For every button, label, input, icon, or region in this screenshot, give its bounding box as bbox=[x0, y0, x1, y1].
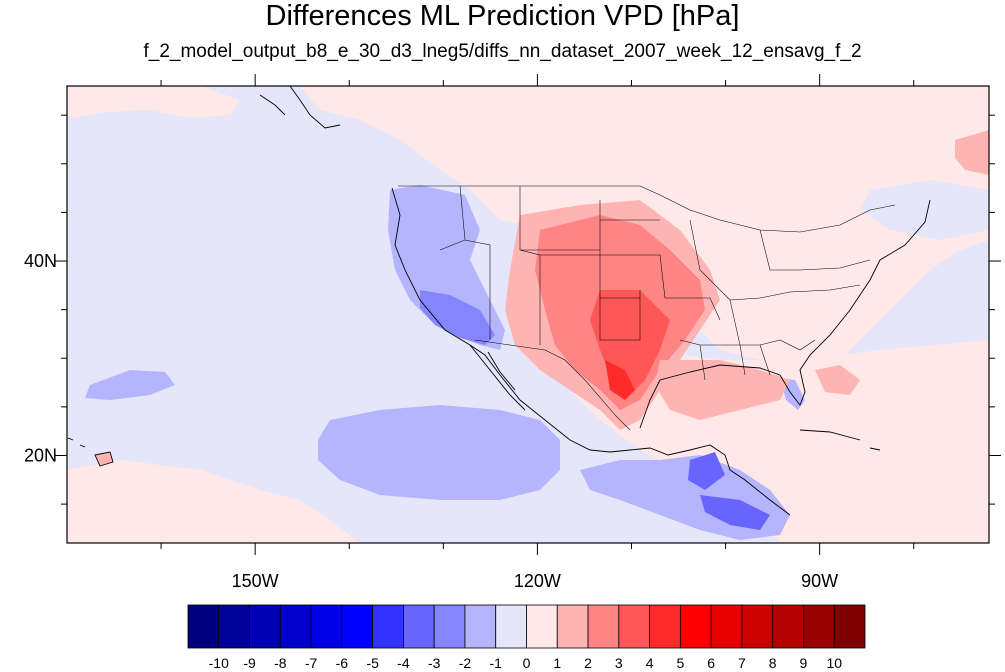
lat-tick-label: 20N bbox=[24, 445, 57, 465]
colorbar-label: -10 bbox=[209, 655, 229, 671]
colorbar-swatch bbox=[710, 604, 743, 649]
colorbar-swatch bbox=[741, 604, 774, 649]
colorbar-label: -2 bbox=[459, 655, 472, 671]
colorbar-label: 4 bbox=[646, 655, 654, 671]
colorbar-swatch bbox=[833, 604, 866, 649]
colorbar-label: 0 bbox=[523, 655, 531, 671]
us-canada-border bbox=[398, 185, 896, 233]
baja-coastline bbox=[469, 344, 526, 411]
north-america-coastline bbox=[391, 187, 931, 516]
colorbar-label: -7 bbox=[305, 655, 318, 671]
state-lines bbox=[439, 185, 871, 381]
positive-region-northeast-corner bbox=[955, 130, 989, 175]
colorbar-label: -5 bbox=[366, 655, 379, 671]
colorbar-swatch bbox=[495, 604, 527, 649]
colorbar-swatch bbox=[310, 604, 343, 649]
colorbar-swatch bbox=[403, 604, 435, 649]
colorbar-swatch bbox=[464, 604, 497, 649]
positive-region-gulf-arc bbox=[655, 360, 790, 420]
lon-tick-label: 120W bbox=[514, 571, 561, 591]
negative-region-central-america bbox=[700, 495, 770, 530]
colorbar-swatch bbox=[341, 604, 374, 649]
us-mexico-border bbox=[474, 339, 631, 431]
colorbar-label: 3 bbox=[615, 655, 623, 671]
colorbar-swatch bbox=[372, 604, 404, 649]
alaska-coastline bbox=[259, 86, 341, 129]
negative-region-yucatan bbox=[688, 452, 725, 490]
colorbar-swatch bbox=[772, 604, 804, 649]
negative-region-pacific-mid bbox=[318, 405, 560, 500]
colorbar-label: -4 bbox=[397, 655, 410, 671]
difference-field bbox=[67, 86, 989, 543]
colorbar-swatch bbox=[649, 604, 681, 649]
colorbar-label: 8 bbox=[769, 655, 777, 671]
positive-region-atlantic-east bbox=[815, 365, 860, 395]
axis-ticks bbox=[55, 74, 1001, 555]
state-borders bbox=[398, 185, 896, 431]
colorbar-label: 5 bbox=[676, 655, 684, 671]
map-frame bbox=[66, 85, 990, 544]
colorbar-label: -9 bbox=[243, 655, 256, 671]
colorbar-label: -6 bbox=[336, 655, 349, 671]
colorbar-swatch bbox=[218, 604, 250, 649]
colorbar-swatch bbox=[679, 604, 712, 649]
colorbar-label: 10 bbox=[826, 655, 842, 671]
colorbar-swatch bbox=[433, 604, 466, 649]
colorbar bbox=[187, 604, 866, 649]
positive-region-texas bbox=[605, 360, 635, 400]
chart-title: Differences ML Prediction VPD [hPa] bbox=[265, 0, 740, 32]
lon-tick-label: 90W bbox=[801, 571, 838, 591]
negative-region-atlantic bbox=[860, 180, 989, 240]
lon-tick-labels: 150W 120W 90W bbox=[232, 571, 839, 591]
positive-region-pacific-south bbox=[67, 460, 360, 543]
colorbar-swatch bbox=[279, 604, 312, 649]
colorbar-label: -3 bbox=[428, 655, 441, 671]
colorbar-label: 7 bbox=[738, 655, 746, 671]
colorbar-label: -1 bbox=[490, 655, 503, 671]
colorbar-label: 1 bbox=[553, 655, 561, 671]
colorbar-labels: -10 -9 -8 -7 -6 -5 -4 -3 -2 -1 0 1 2 3 4… bbox=[209, 655, 843, 671]
positive-region-hawaii bbox=[95, 452, 113, 466]
colorbar-swatch bbox=[618, 604, 650, 649]
colorbar-swatch bbox=[187, 604, 220, 649]
colorbar-swatch bbox=[526, 604, 558, 649]
colorbar-label: 2 bbox=[584, 655, 592, 671]
colorbar-label: 9 bbox=[800, 655, 808, 671]
hawaii-coastline bbox=[67, 437, 114, 467]
chart-subtitle: f_2_model_output_b8_e_30_d3_lneg5/diffs_… bbox=[143, 41, 862, 62]
colorbar-swatch bbox=[803, 604, 835, 649]
colorbar-swatch bbox=[556, 604, 589, 649]
colorbar-label: 6 bbox=[707, 655, 715, 671]
colorbar-swatch bbox=[249, 604, 281, 649]
colorbar-label: -8 bbox=[274, 655, 287, 671]
lon-tick-label: 150W bbox=[232, 571, 279, 591]
lat-tick-labels: 40N 20N bbox=[24, 251, 57, 465]
caribbean-coastline bbox=[799, 429, 881, 451]
colorbar-swatch bbox=[587, 604, 620, 649]
negative-region-pacific-west bbox=[85, 370, 175, 400]
coastlines bbox=[67, 86, 931, 516]
positive-region-northwest bbox=[67, 86, 240, 118]
lat-tick-label: 40N bbox=[24, 251, 57, 271]
negative-region-california bbox=[420, 290, 495, 345]
